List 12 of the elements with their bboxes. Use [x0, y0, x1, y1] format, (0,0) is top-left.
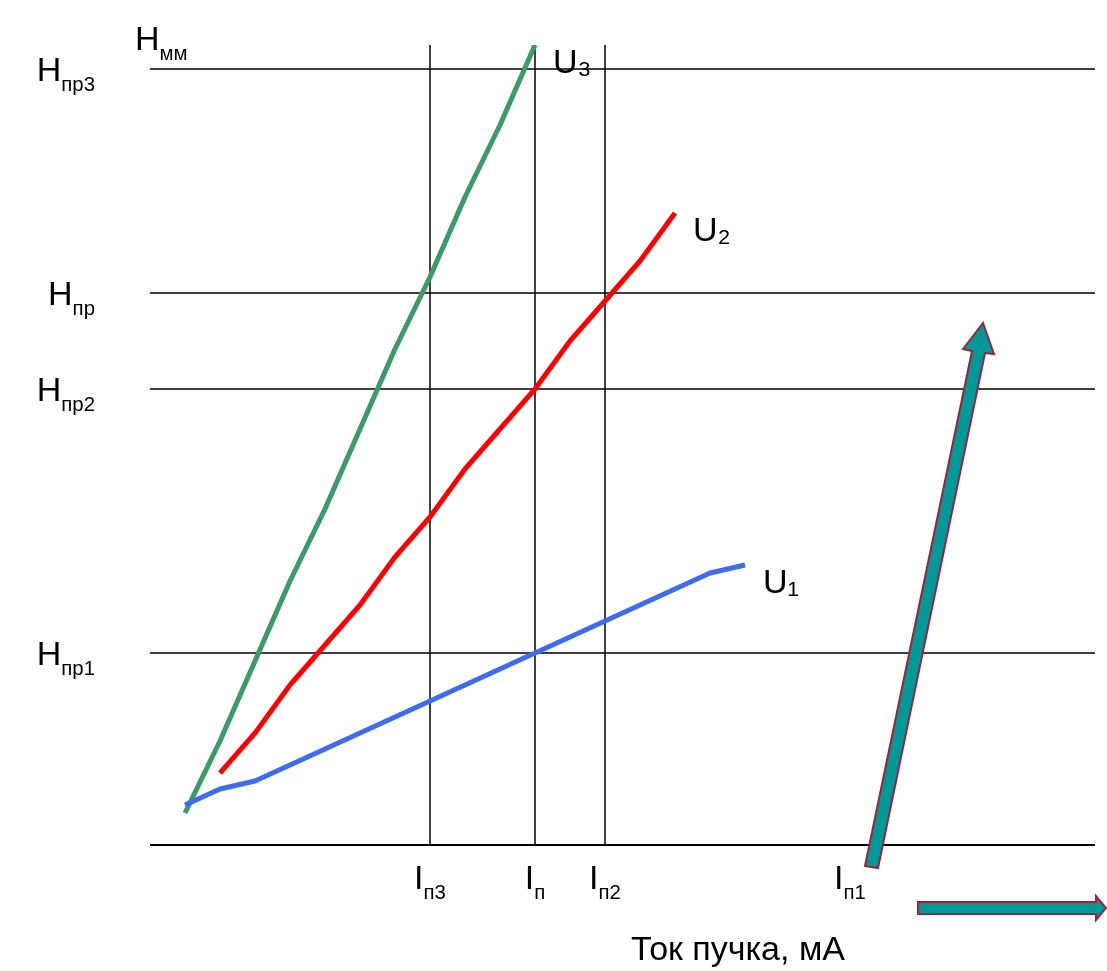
ref-line-label: H$_{пр3}$ — [36, 50, 95, 95]
ref-line-label: H$_{пр1}$ — [36, 634, 95, 679]
x-tick-label: I$_{п1}$ — [834, 858, 866, 903]
x-tick-label: I$_{п}$ — [524, 858, 546, 903]
series-label: U₁ — [763, 562, 800, 600]
series-label: U₂ — [693, 210, 731, 248]
x-tick-label: I$_{п3}$ — [414, 858, 446, 903]
x-tick-label: I$_{п2}$ — [589, 858, 621, 903]
ref-line-label: H$_{пр2}$ — [36, 370, 95, 415]
x-axis-title: Ток пучка, мА — [631, 929, 846, 967]
y-axis-title: H$_{мм}$ — [135, 19, 188, 64]
ref-line-label: H$_{пр}$ — [48, 274, 95, 319]
